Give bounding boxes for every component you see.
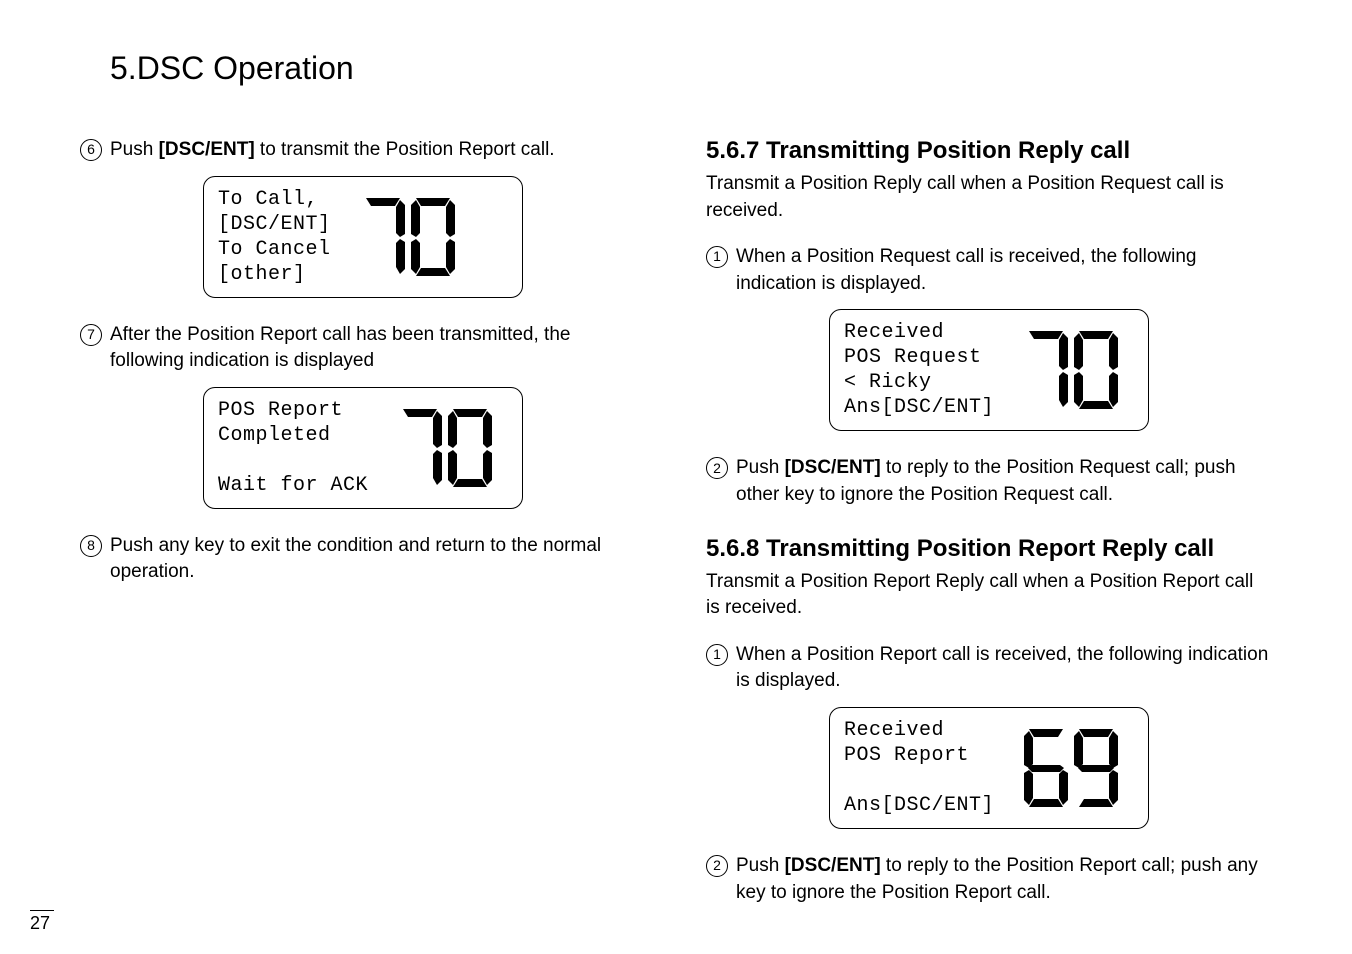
lcd-display-4: Received POS Report Ans[DSC/ENT] bbox=[706, 707, 1272, 829]
step-568-1: 1 When a Position Report call is receive… bbox=[706, 642, 1272, 695]
step-number: 8 bbox=[80, 535, 102, 557]
step-number: 1 bbox=[706, 644, 728, 666]
lcd-line: < Ricky bbox=[844, 371, 932, 394]
lcd-channel bbox=[1024, 331, 1118, 409]
lcd-display-1: To Call, [DSC/ENT] To Cancel [other] bbox=[80, 176, 646, 298]
digit-icon bbox=[448, 409, 492, 487]
lcd-text: Received POS Request < Ricky Ans[DSC/ENT… bbox=[844, 320, 994, 420]
text-bold: [DSC/ENT] bbox=[785, 457, 881, 478]
step-number: 7 bbox=[80, 324, 102, 346]
section-heading-568: 5.6.8 Transmitting Position Report Reply… bbox=[706, 535, 1272, 563]
text-post: to transmit the Position Report call. bbox=[255, 139, 555, 160]
digit-icon bbox=[1074, 729, 1118, 807]
lcd-line: POS Report bbox=[218, 399, 343, 422]
lcd-line: [other] bbox=[218, 263, 306, 286]
step-text: After the Position Report call has been … bbox=[110, 322, 646, 375]
lcd-text: POS Report Completed Wait for ACK bbox=[218, 398, 368, 498]
lcd-channel bbox=[1024, 729, 1118, 807]
page-title: 5.DSC Operation bbox=[110, 50, 1272, 87]
step-text: Push any key to exit the condition and r… bbox=[110, 533, 646, 586]
step-number: 2 bbox=[706, 855, 728, 877]
step-568-2: 2 Push [DSC/ENT] to reply to the Positio… bbox=[706, 853, 1272, 906]
lcd-line: Ans[DSC/ENT] bbox=[844, 794, 994, 817]
lcd-line: To Cancel bbox=[218, 238, 331, 261]
lcd-line: Wait for ACK bbox=[218, 474, 368, 497]
lcd-line: Completed bbox=[218, 424, 331, 447]
step-number: 2 bbox=[706, 457, 728, 479]
step-number: 6 bbox=[80, 139, 102, 161]
step-567-2: 2 Push [DSC/ENT] to reply to the Positio… bbox=[706, 455, 1272, 508]
right-column: 5.6.7 Transmitting Position Reply call T… bbox=[706, 137, 1272, 914]
digit-icon bbox=[398, 409, 442, 487]
step-6: 6 Push [DSC/ENT] to transmit the Positio… bbox=[80, 137, 646, 164]
text-pre: Push bbox=[736, 855, 785, 876]
step-7: 7 After the Position Report call has bee… bbox=[80, 322, 646, 375]
text-bold: [DSC/ENT] bbox=[785, 855, 881, 876]
lcd-display-2: POS Report Completed Wait for ACK bbox=[80, 387, 646, 509]
lcd-line: POS Request bbox=[844, 346, 982, 369]
digit-icon bbox=[361, 198, 405, 276]
lcd-channel bbox=[361, 198, 455, 276]
step-text: Push [DSC/ENT] to transmit the Position … bbox=[110, 137, 646, 164]
digit-icon bbox=[1024, 331, 1068, 409]
lcd-text: To Call, [DSC/ENT] To Cancel [other] bbox=[218, 187, 331, 287]
section-heading-567: 5.6.7 Transmitting Position Reply call bbox=[706, 137, 1272, 165]
section-intro: Transmit a Position Reply call when a Po… bbox=[706, 171, 1272, 224]
lcd-text: Received POS Report Ans[DSC/ENT] bbox=[844, 718, 994, 818]
lcd-line: [DSC/ENT] bbox=[218, 213, 331, 236]
step-text: When a Position Request call is received… bbox=[736, 244, 1272, 297]
step-text: Push [DSC/ENT] to reply to the Position … bbox=[736, 853, 1272, 906]
lcd-line: To Call, bbox=[218, 188, 318, 211]
lcd-line: Received bbox=[844, 321, 944, 344]
digit-icon bbox=[411, 198, 455, 276]
step-text: When a Position Report call is received,… bbox=[736, 642, 1272, 695]
text-pre: Push bbox=[736, 457, 785, 478]
step-text: Push [DSC/ENT] to reply to the Position … bbox=[736, 455, 1272, 508]
left-column: 6 Push [DSC/ENT] to transmit the Positio… bbox=[80, 137, 646, 914]
lcd-display-3: Received POS Request < Ricky Ans[DSC/ENT… bbox=[706, 309, 1272, 431]
digit-icon bbox=[1074, 331, 1118, 409]
lcd-line: Received bbox=[844, 719, 944, 742]
lcd-line: POS Report bbox=[844, 744, 969, 767]
text-bold: [DSC/ENT] bbox=[159, 139, 255, 160]
lcd-channel bbox=[398, 409, 492, 487]
step-8: 8 Push any key to exit the condition and… bbox=[80, 533, 646, 586]
lcd-line: Ans[DSC/ENT] bbox=[844, 396, 994, 419]
page-number: 27 bbox=[30, 910, 54, 934]
text-pre: Push bbox=[110, 139, 159, 160]
digit-icon bbox=[1024, 729, 1068, 807]
step-number: 1 bbox=[706, 246, 728, 268]
content-columns: 6 Push [DSC/ENT] to transmit the Positio… bbox=[80, 137, 1272, 914]
section-intro: Transmit a Position Report Reply call wh… bbox=[706, 569, 1272, 622]
step-567-1: 1 When a Position Request call is receiv… bbox=[706, 244, 1272, 297]
